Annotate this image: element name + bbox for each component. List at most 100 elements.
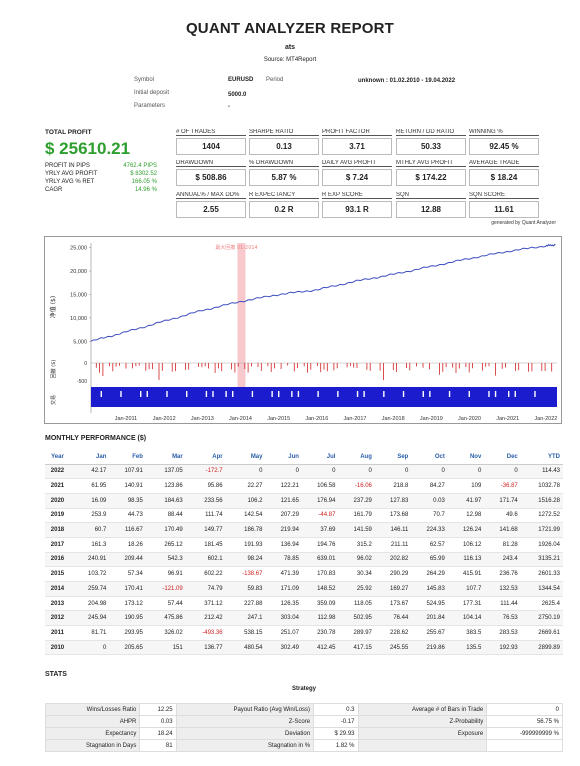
trade-gap <box>291 391 293 397</box>
table-cell: 2011 <box>45 625 73 641</box>
stat-annual-dd: ANNUAL% / MAX DD% 2.55 <box>176 192 246 218</box>
trade-gap <box>337 391 339 397</box>
table-cell: 18.26 <box>109 537 146 553</box>
profit-row-value: 166.05 % <box>131 179 157 185</box>
table-cell: 136.77 <box>185 640 226 656</box>
table-cell: 161.79 <box>338 508 375 524</box>
stats-label: Stagnation in % <box>175 739 315 752</box>
table-cell: 302.49 <box>265 640 302 656</box>
table-cell: 184.63 <box>145 493 186 509</box>
table-cell: 81.28 <box>484 537 521 553</box>
table-cell: 190.95 <box>109 610 146 627</box>
table-cell: 98.35 <box>109 493 146 509</box>
table-cell: 2016 <box>45 552 73 568</box>
table-cell: 0 <box>301 464 339 480</box>
table-cell: -138.67 <box>225 566 266 582</box>
table-cell: 37.69 <box>301 522 339 538</box>
table-cell: 109 <box>447 478 485 494</box>
stats-value: 12.25 <box>139 703 177 716</box>
table-cell: 602.22 <box>185 566 226 582</box>
table-row: 2010 0 205.65 151 136.77 480.54 302.49 412.45 41… <box>45 640 563 656</box>
table-cell: 315.2 <box>338 537 375 553</box>
stat-profit-factor: PROFIT FACTOR 3.71 <box>322 129 392 155</box>
trade-gap <box>508 391 510 397</box>
max-drawdown-band <box>237 243 246 403</box>
params-label: Parameters <box>134 103 166 109</box>
table-cell: 16.09 <box>72 493 110 509</box>
table-cell: 76.53 <box>484 610 521 627</box>
total-profit-value: $ 25610.21 <box>45 139 131 158</box>
profit-row-value: 14.96 % <box>134 187 157 193</box>
stat-avg-trade: AVERAGE TRADE $ 18.24 <box>469 160 539 186</box>
stat-value: $ 174.22 <box>396 169 466 186</box>
stats-label: Wins/Losses Ratio <box>44 703 141 716</box>
table-row: 2020 16.09 98.35 184.63 233.56 106.2 121.65 176… <box>45 493 563 509</box>
x-tick-label: Jan-2011 <box>115 416 138 422</box>
column-header: Oct <box>411 451 448 465</box>
trade-gap <box>186 391 188 397</box>
stat-pct-drawdown: % DRAWDOWN 5.87 % <box>249 160 319 186</box>
table-cell: 471.39 <box>265 566 302 582</box>
trade-gap <box>534 391 536 397</box>
table-header-row: Year Jan Feb Mar Apr May Jun Jul Aug Sep Oct Nov Dec… <box>45 451 563 465</box>
table-cell: 42.17 <box>72 464 110 480</box>
table-cell: 148.52 <box>301 581 339 597</box>
table-cell: 2899.89 <box>520 640 563 656</box>
trade-gap <box>383 391 385 397</box>
drawdown-tick-label: -500 <box>77 379 87 385</box>
stat-monthly-avg: MTHLY AVG PROFIT $ 174.22 <box>396 160 466 186</box>
table-cell: 57.44 <box>145 596 186 612</box>
table-cell: 230.78 <box>301 625 339 641</box>
trade-gap <box>251 391 254 397</box>
x-tick-label: Jan-2014 <box>229 416 252 422</box>
table-cell: 65.99 <box>411 552 448 568</box>
table-cell: 118.05 <box>338 596 375 612</box>
stat-value: $ 7.24 <box>322 169 392 186</box>
table-cell: 204.98 <box>72 596 110 612</box>
table-cell: 1272.52 <box>520 508 563 524</box>
table-cell: 202.82 <box>374 552 412 568</box>
x-tick-label: Jan-2019 <box>420 416 443 422</box>
stat-label: R EXPECTANCY <box>249 192 319 199</box>
table-row: 2015 103.72 57.34 96.91 602.22 -138.67 471.39 1… <box>45 566 563 582</box>
trade-gap <box>166 391 168 397</box>
stats-row: Wins/Losses Ratio 12.25 Payout Ratio (Avg … <box>44 703 563 716</box>
table-cell: 3135.21 <box>520 552 563 568</box>
table-cell: 61.95 <box>72 478 110 494</box>
table-cell: 2022 <box>45 464 73 480</box>
stat-value: 3.71 <box>322 138 392 155</box>
column-header: Feb <box>109 451 146 465</box>
table-cell: 104.14 <box>447 610 485 627</box>
stats-value: 0 <box>486 703 563 716</box>
table-cell: 201.84 <box>411 610 448 627</box>
table-cell: 122.21 <box>265 478 302 494</box>
table-cell: 177.31 <box>447 596 485 612</box>
table-cell: 107.7 <box>447 581 485 597</box>
table-cell: 111.44 <box>484 596 521 612</box>
table-cell: 121.65 <box>265 493 302 509</box>
table-cell: 326.02 <box>145 625 186 641</box>
table-cell: 259.74 <box>72 581 110 597</box>
table-cell: 415.91 <box>447 566 485 582</box>
stat-value: 0.13 <box>249 138 319 155</box>
table-cell: 112.98 <box>301 610 339 627</box>
table-cell: 176.94 <box>301 493 339 509</box>
table-cell: 76.44 <box>374 610 412 627</box>
x-tick-label: Jan-2020 <box>458 416 481 422</box>
stat-value: 50.33 <box>396 138 466 155</box>
strategy-name: ats <box>284 44 296 51</box>
column-header: Nov <box>447 451 485 465</box>
trade-gap <box>100 391 102 397</box>
table-cell: 542.3 <box>145 552 186 568</box>
table-cell: 2010 <box>45 640 73 656</box>
x-tick-label: Jan-2021 <box>496 416 519 422</box>
column-header: Sep <box>374 451 412 465</box>
table-cell: 2750.19 <box>520 610 563 627</box>
stat-sqn: SQN 12.88 <box>396 192 466 218</box>
stats-label: Expectancy <box>44 727 141 740</box>
profit-row-value: 4762.4 PIPS <box>123 163 157 169</box>
table-cell: 245.55 <box>374 640 412 656</box>
table-cell: 480.54 <box>225 640 266 656</box>
table-cell: 205.65 <box>109 640 146 656</box>
stats-title: STATS <box>45 671 67 678</box>
